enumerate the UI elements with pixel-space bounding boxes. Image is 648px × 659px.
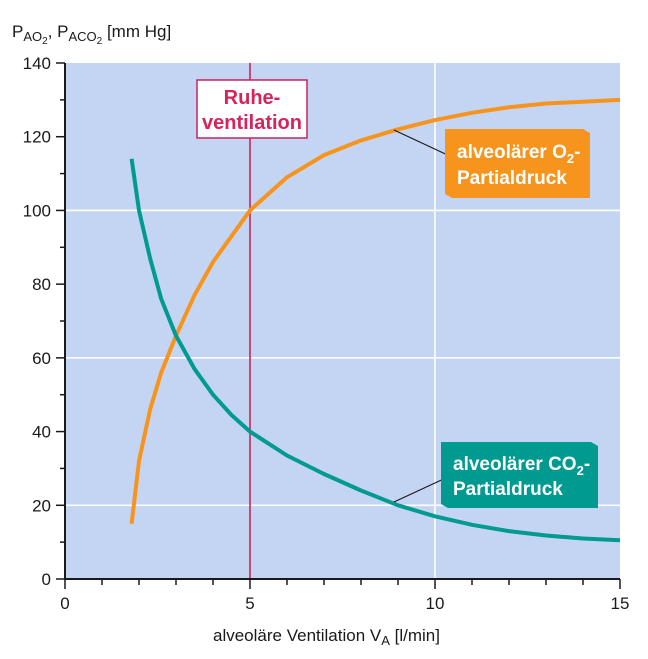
y-tick-label-80: 80 xyxy=(32,275,51,294)
y-tick-label-60: 60 xyxy=(32,349,51,368)
axes xyxy=(56,62,621,589)
y-tick-label-120: 120 xyxy=(23,128,51,147)
o2-callout-box xyxy=(445,129,590,198)
rest-ventilation-label: Ruhe- ventilation xyxy=(196,79,308,139)
x-tick-label-10: 10 xyxy=(426,594,445,613)
y-tick-label-20: 20 xyxy=(32,496,51,515)
o2-curve xyxy=(129,97,621,524)
y-axis-title: PAO2, PACO2 [mm Hg] xyxy=(12,22,171,47)
co2-callout: alveolärer CO2- Partialdruck xyxy=(393,442,598,508)
tick-labels: 0 20 40 60 80 100 120 140 0 5 10 15 xyxy=(23,54,630,613)
x-tick-label-5: 5 xyxy=(245,594,254,613)
x-axis-title: alveoläre Ventilation VA [l/min] xyxy=(213,626,440,648)
co2-callout-box xyxy=(441,442,598,508)
rest-label-line-1: Ruhe- xyxy=(224,87,281,109)
o2-label-line-1: alveolärer O2- xyxy=(457,142,580,166)
co2-label-line-2: Partialdruck xyxy=(453,479,563,500)
co2-label-line-1: alveolärer CO2- xyxy=(453,454,590,478)
y-tick-label-40: 40 xyxy=(32,423,51,442)
rest-label-line-2: ventilation xyxy=(202,112,302,134)
series-curves xyxy=(129,97,621,543)
y-tick-label-0: 0 xyxy=(42,570,51,589)
y-tick-label-100: 100 xyxy=(23,201,51,220)
x-tick-label-0: 0 xyxy=(60,594,69,613)
x-tick-label-15: 15 xyxy=(611,594,630,613)
o2-label-line-2: Partialdruck xyxy=(457,168,567,189)
co2-curve xyxy=(129,158,621,543)
o2-callout: alveolärer O2- Partialdruck xyxy=(393,129,590,198)
y-tick-label-140: 140 xyxy=(23,54,51,73)
